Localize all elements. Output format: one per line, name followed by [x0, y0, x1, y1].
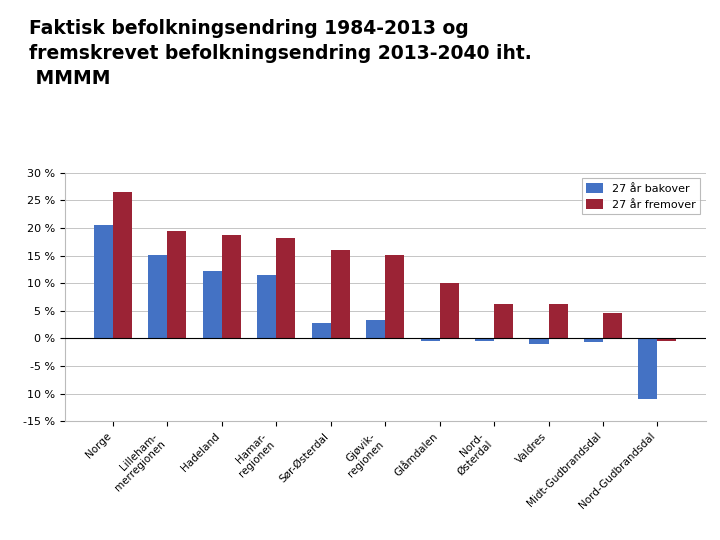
Bar — [203, 271, 222, 339]
Bar — [603, 313, 622, 339]
Bar — [222, 234, 241, 339]
Bar — [639, 339, 657, 399]
Bar — [148, 255, 168, 339]
Bar — [168, 231, 186, 339]
Bar — [420, 339, 440, 341]
Bar — [94, 225, 113, 339]
Bar — [529, 339, 549, 344]
Bar — [584, 339, 603, 342]
Bar — [494, 303, 513, 339]
Bar — [113, 192, 132, 339]
Bar — [312, 323, 330, 339]
Bar — [475, 339, 494, 341]
Bar — [385, 255, 404, 339]
Bar — [366, 320, 385, 339]
Bar — [440, 283, 459, 339]
Bar — [276, 238, 295, 339]
Bar — [330, 250, 350, 339]
Text: Faktisk befolkningsendring 1984-2013 og
fremskrevet befolkningsendring 2013-2040: Faktisk befolkningsendring 1984-2013 og … — [29, 19, 531, 88]
Legend: 27 år bakover, 27 år fremover: 27 år bakover, 27 år fremover — [582, 178, 700, 214]
Bar — [257, 275, 276, 339]
Bar — [657, 339, 677, 341]
Bar — [549, 304, 567, 339]
